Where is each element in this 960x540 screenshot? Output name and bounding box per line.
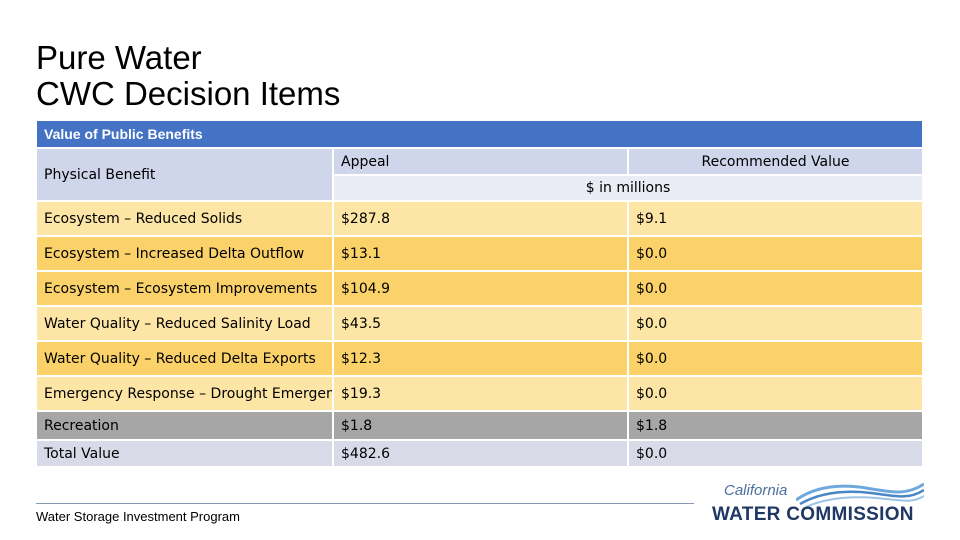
recommended-cell: $0.0 (627, 272, 922, 307)
table-row: Water Quality – Reduced Delta Exports $1… (37, 342, 922, 377)
table-row: Water Quality – Reduced Salinity Load $4… (37, 307, 922, 342)
recommended-cell: $0.0 (627, 307, 922, 342)
benefit-cell: Water Quality – Reduced Delta Exports (37, 342, 332, 377)
table-header: Value of Public Benefits (37, 121, 922, 149)
appeal-cell: $43.5 (332, 307, 627, 342)
table-row: Ecosystem – Increased Delta Outflow $13.… (37, 237, 922, 272)
table-row: Ecosystem – Ecosystem Improvements $104.… (37, 272, 922, 307)
public-benefits-table: Value of Public Benefits Physical Benefi… (37, 121, 922, 468)
physical-benefit-header: Physical Benefit (37, 149, 332, 202)
recommended-header: Recommended Value (627, 149, 922, 176)
table-row: Recreation $1.8 $1.8 (37, 412, 922, 441)
appeal-cell: $1.8 (332, 412, 627, 441)
wave-icon (796, 482, 924, 508)
benefit-cell: Recreation (37, 412, 332, 441)
table-header-row: Value of Public Benefits (37, 121, 922, 149)
total-appeal: $482.6 (332, 441, 627, 468)
appeal-cell: $13.1 (332, 237, 627, 272)
appeal-cell: $287.8 (332, 202, 627, 237)
cwc-logo: California WATER COMMISSION (712, 478, 924, 526)
appeal-cell: $12.3 (332, 342, 627, 377)
total-label: Total Value (37, 441, 332, 468)
units-label: $ in millions (332, 176, 922, 202)
table-row: Ecosystem – Reduced Solids $287.8 $9.1 (37, 202, 922, 237)
benefit-cell: Ecosystem – Reduced Solids (37, 202, 332, 237)
page-title: Pure Water CWC Decision Items (36, 40, 340, 112)
footer-program-name: Water Storage Investment Program (36, 509, 240, 524)
recommended-cell: $1.8 (627, 412, 922, 441)
recommended-cell: $0.0 (627, 377, 922, 412)
total-row: Total Value $482.6 $0.0 (37, 441, 922, 468)
logo-commission-text: WATER COMMISSION (712, 504, 914, 525)
benefit-cell: Ecosystem – Ecosystem Improvements (37, 272, 332, 307)
recommended-cell: $0.0 (627, 237, 922, 272)
recommended-cell: $9.1 (627, 202, 922, 237)
benefit-cell: Water Quality – Reduced Salinity Load (37, 307, 332, 342)
units-row: $ in millions (37, 176, 922, 202)
appeal-cell: $19.3 (332, 377, 627, 412)
table-row: Emergency Response – Drought Emergency $… (37, 377, 922, 412)
logo-california-text: California (724, 482, 788, 499)
page-title-line-1: Pure Water (36, 39, 202, 76)
footer-divider (36, 503, 694, 504)
benefit-cell: Emergency Response – Drought Emergency (37, 377, 332, 412)
appeal-header: Appeal (332, 149, 627, 176)
page-title-line-2: CWC Decision Items (36, 75, 341, 112)
benefit-cell: Ecosystem – Increased Delta Outflow (37, 237, 332, 272)
total-recommended: $0.0 (627, 441, 922, 468)
column-header-row: Physical Benefit Appeal Recommended Valu… (37, 149, 922, 202)
appeal-cell: $104.9 (332, 272, 627, 307)
recommended-cell: $0.0 (627, 342, 922, 377)
